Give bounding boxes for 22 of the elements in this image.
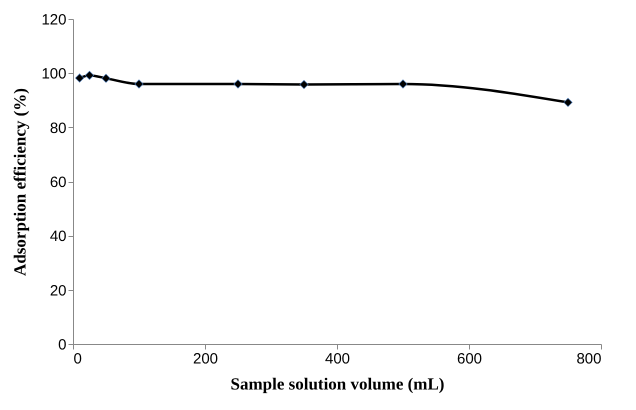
y-tick-label: 0 bbox=[58, 336, 66, 354]
x-tick-label: 600 bbox=[456, 350, 482, 368]
point bbox=[300, 80, 308, 90]
y-tick-label: 80 bbox=[50, 120, 66, 137]
x-tick-label: 200 bbox=[192, 350, 218, 368]
point bbox=[75, 74, 84, 83]
x-tick-label: 400 bbox=[324, 350, 350, 368]
y-tick-label: 60 bbox=[50, 174, 66, 191]
point bbox=[398, 80, 408, 88]
point bbox=[564, 98, 572, 107]
y-tick-label: 100 bbox=[41, 66, 66, 83]
y-tick-label: 20 bbox=[50, 282, 66, 300]
y-tick-label: 120 bbox=[41, 12, 66, 28]
point bbox=[234, 80, 242, 88]
y-tick-label: 40 bbox=[50, 228, 66, 246]
y-axis-title: Adsorption efficiency (%) bbox=[10, 88, 30, 276]
x-tick-label: 0 bbox=[74, 350, 82, 368]
x-tick-label: 800 bbox=[576, 350, 602, 368]
point bbox=[102, 74, 110, 83]
point bbox=[134, 80, 144, 88]
point bbox=[85, 70, 94, 80]
x-axis-title: Sample solution volume (mL) bbox=[230, 374, 444, 394]
